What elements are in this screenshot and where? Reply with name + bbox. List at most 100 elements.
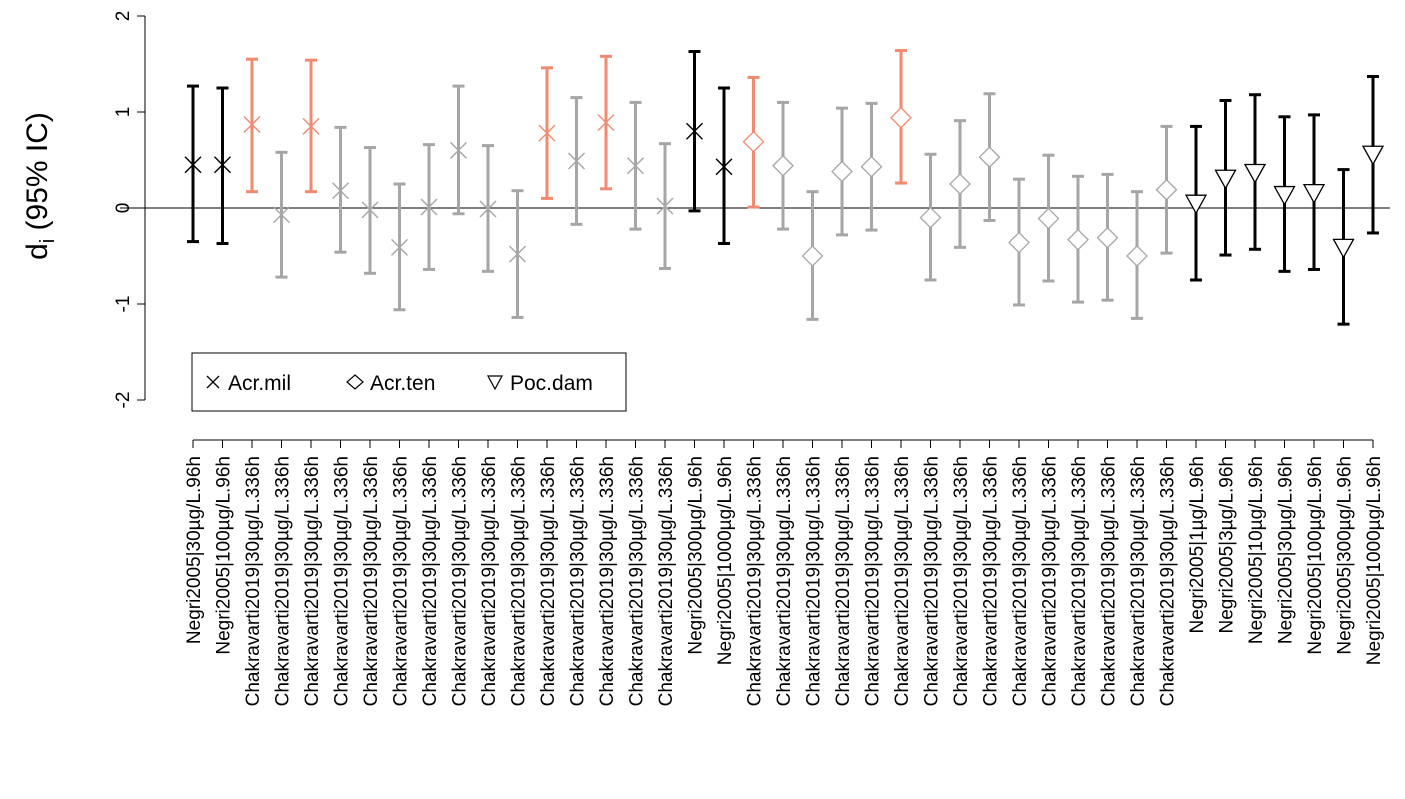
marker-diamond-30	[1037, 207, 1060, 230]
x-tick-label-34: Chakravarti2019|30µg/L.336h	[1158, 456, 1179, 706]
marker-x-9	[420, 198, 438, 216]
x-tick-label-39: Negri2005|100µg/L.96h	[1305, 456, 1326, 655]
marker-triangle-35	[1184, 194, 1208, 215]
marker-diamond-26	[919, 206, 942, 229]
x-tick-label-30: Chakravarti2019|30µg/L.336h	[1040, 456, 1061, 706]
data-point-13	[538, 66, 556, 200]
marker-diamond-25	[890, 106, 912, 129]
legend-label-acr-ten: Acr.ten	[370, 372, 435, 395]
data-point-16	[627, 100, 644, 231]
marker-x-5	[302, 117, 320, 135]
data-point-21	[772, 100, 794, 231]
x-tick-label-2: Negri2005|100µg/L.96h	[214, 456, 235, 655]
marker-diamond-22	[801, 245, 824, 267]
y-tick-label-0: -2	[113, 392, 134, 409]
legend-label-acr-mil: Acr.mil	[228, 372, 291, 395]
marker-diamond-33	[1126, 245, 1148, 267]
x-tick-label-33: Chakravarti2019|30µg/L.336h	[1128, 456, 1149, 706]
data-point-20	[742, 75, 765, 209]
x-tick-label-1: Negri2005|30µg/L.96h	[184, 456, 205, 644]
x-tick-label-40: Negri2005|300µg/L.96h	[1335, 456, 1356, 655]
y-tick-label-3: 1	[113, 107, 134, 118]
marker-x-8	[391, 238, 408, 256]
legend-marker-x	[206, 375, 220, 389]
x-tick-label-22: Chakravarti2019|30µg/L.336h	[804, 456, 825, 706]
marker-diamond-27	[949, 173, 971, 195]
x-tick-label-28: Chakravarti2019|30µg/L.336h	[981, 456, 1002, 706]
x-tick-label-16: Chakravarti2019|30µg/L.336h	[627, 456, 648, 706]
data-point-23	[831, 106, 853, 237]
x-tick-label-4: Chakravarti2019|30µg/L.336h	[273, 456, 294, 706]
x-tick-label-23: Chakravarti2019|30µg/L.336h	[833, 456, 854, 706]
data-point-33	[1126, 190, 1148, 320]
data-point-5	[302, 58, 320, 194]
marker-triangle-39	[1302, 183, 1326, 204]
y-axis-title-subscript: i	[37, 239, 59, 243]
x-tick-label-21: Chakravarti2019|30µg/L.336h	[774, 456, 795, 706]
data-point-3	[243, 57, 261, 194]
x-tick-label-17: Chakravarti2019|30µg/L.336h	[656, 456, 677, 706]
x-tick-label-8: Chakravarti2019|30µg/L.336h	[391, 456, 412, 706]
legend-label-poc-dam: Poc.dam	[510, 372, 593, 395]
data-point-2	[214, 86, 231, 246]
x-tick-label-20: Chakravarti2019|30µg/L.336h	[745, 456, 766, 706]
x-tick-label-37: Negri2005|10µg/L.96h	[1246, 456, 1267, 644]
marker-diamond-32	[1096, 226, 1119, 249]
x-tick-label-36: Negri2005|3µg/L.96h	[1217, 456, 1238, 634]
legend-box	[191, 352, 627, 412]
marker-triangle-41	[1361, 145, 1385, 166]
data-marks	[184, 49, 1385, 326]
data-point-30	[1037, 153, 1060, 283]
legend: Acr.mil Acr.ten Poc.dam	[191, 352, 627, 412]
legend-marker-triangle-down	[486, 375, 504, 391]
marker-triangle-40	[1332, 238, 1355, 259]
data-point-27	[949, 119, 971, 249]
y-axis-title-main: d	[21, 243, 54, 260]
marker-diamond-23	[831, 160, 853, 183]
x-tick-label-5: Chakravarti2019|30µg/L.336h	[302, 456, 323, 706]
data-point-29	[1008, 177, 1030, 307]
data-point-40	[1332, 168, 1355, 326]
data-point-24	[860, 101, 883, 232]
x-tick-label-41: Negri2005|1000µg/L.96h	[1364, 456, 1385, 665]
legend-entry-acr-ten: Acr.ten	[346, 372, 435, 395]
marker-x-10	[450, 141, 467, 159]
x-tick-label-7: Chakravarti2019|30µg/L.336h	[361, 456, 382, 706]
x-tick-label-15: Chakravarti2019|30µg/L.336h	[597, 456, 618, 706]
x-axis: Negri2005|30µg/L.96h Negri2005|100µg/L.96…	[184, 439, 1385, 706]
data-point-1	[184, 84, 202, 244]
x-tick-label-11: Chakravarti2019|30µg/L.336h	[479, 456, 500, 706]
marker-x-3	[243, 115, 261, 133]
y-axis-title-rest: (95% IC)	[21, 112, 54, 239]
x-tick-label-9: Chakravarti2019|30µg/L.336h	[420, 456, 441, 706]
marker-x-2	[214, 156, 231, 174]
x-tick-label-12: Chakravarti2019|30µg/L.336h	[509, 456, 530, 706]
data-point-36	[1214, 98, 1237, 257]
data-point-12	[509, 189, 526, 319]
marker-triangle-36	[1214, 169, 1237, 190]
legend-entry-poc-dam: Poc.dam	[486, 372, 593, 395]
marker-diamond-21	[772, 154, 794, 177]
marker-x-15	[597, 114, 615, 132]
legend-entry-acr-mil: Acr.mil	[206, 372, 291, 395]
y-tick-label-4: 2	[113, 11, 134, 22]
x-tick-label-24: Chakravarti2019|30µg/L.336h	[863, 456, 884, 706]
data-point-32	[1096, 172, 1119, 302]
data-point-31	[1067, 174, 1089, 304]
data-point-8	[391, 182, 408, 312]
x-tick-label-19: Negri2005|1000µg/L.96h	[715, 456, 736, 665]
marker-diamond-24	[860, 155, 883, 178]
data-point-38	[1273, 115, 1296, 273]
x-tick-label-14: Chakravarti2019|30µg/L.336h	[568, 456, 589, 706]
marker-diamond-34	[1155, 178, 1178, 201]
y-tick-label-1: -1	[113, 296, 134, 313]
data-point-41	[1361, 74, 1385, 235]
y-axis-title: di (95% IC)	[21, 112, 59, 260]
data-point-4	[273, 150, 290, 279]
x-tick-label-29: Chakravarti2019|30µg/L.336h	[1010, 456, 1031, 706]
data-point-18	[686, 50, 703, 213]
data-point-28	[978, 92, 1001, 222]
data-point-7	[361, 146, 379, 275]
